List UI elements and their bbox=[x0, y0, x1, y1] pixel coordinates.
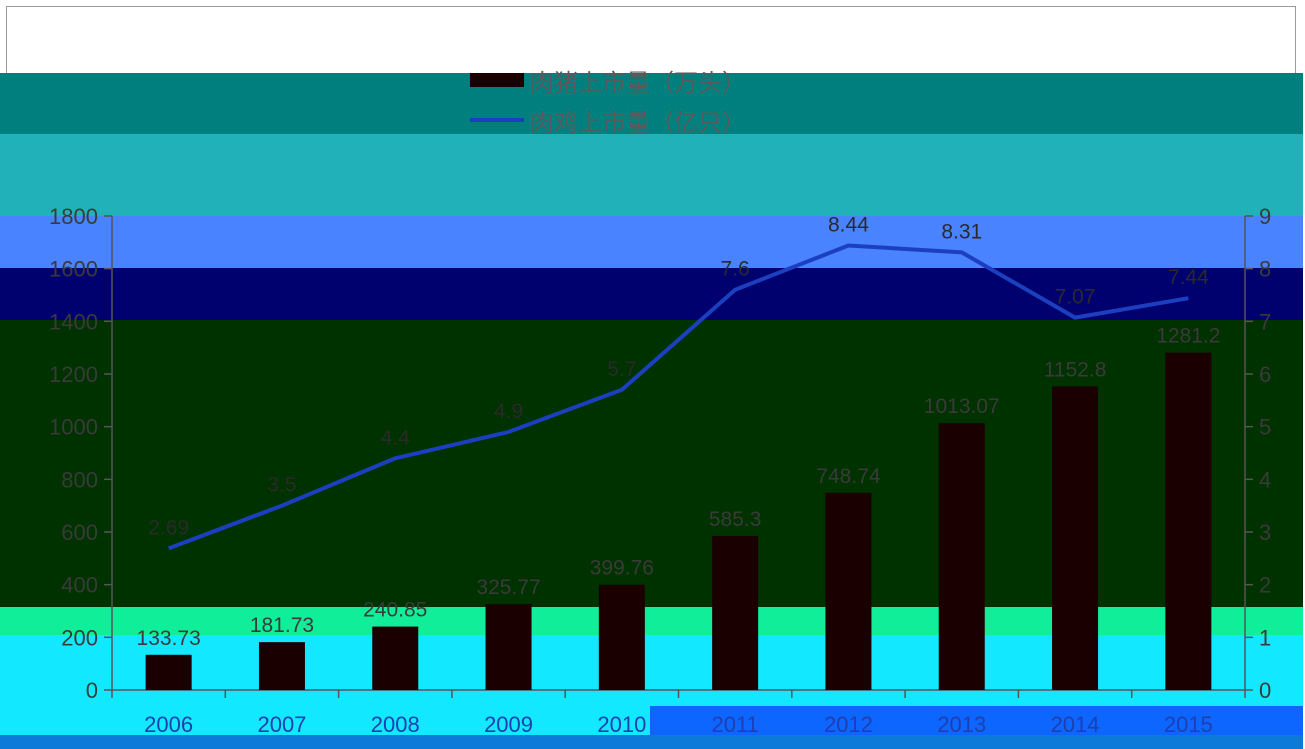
background-band bbox=[0, 735, 1303, 749]
x-tick-label: 2006 bbox=[144, 712, 193, 737]
bar-data-label: 748.74 bbox=[816, 465, 881, 488]
bar-data-label: 1152.8 bbox=[1044, 358, 1107, 381]
x-tick-label: 2012 bbox=[824, 712, 873, 737]
legend-item-pigs: 肉猪上市量（万头） bbox=[470, 60, 746, 100]
bar bbox=[372, 626, 419, 690]
y-left-tick-label: 1800 bbox=[49, 204, 98, 229]
y-left-tick-label: 1400 bbox=[49, 309, 98, 334]
bar-data-label: 585.3 bbox=[709, 508, 762, 531]
x-tick-label: 2011 bbox=[711, 712, 758, 737]
x-tick-label: 2013 bbox=[937, 712, 986, 737]
x-tick-label: 2009 bbox=[484, 712, 533, 737]
bar bbox=[485, 604, 532, 690]
y-right-tick-label: 0 bbox=[1259, 678, 1271, 703]
y-left-tick-label: 0 bbox=[86, 678, 98, 703]
bar-data-label: 133.73 bbox=[137, 627, 201, 650]
line-data-label: 8.44 bbox=[828, 213, 869, 236]
legend-swatch-line bbox=[470, 118, 524, 122]
line-data-label: 7.44 bbox=[1168, 266, 1209, 289]
line-data-label: 7.07 bbox=[1055, 286, 1096, 309]
bar bbox=[145, 654, 192, 690]
y-right-tick-label: 8 bbox=[1259, 257, 1271, 282]
bar-data-label: 325.77 bbox=[476, 576, 540, 599]
bar-data-label: 399.76 bbox=[590, 557, 654, 580]
y-right-tick-label: 1 bbox=[1259, 625, 1271, 650]
line-series bbox=[167, 243, 1189, 551]
legend-label-chickens: 肉鸡上市量（亿只） bbox=[530, 109, 746, 137]
legend-swatch-bar bbox=[470, 73, 524, 87]
y-left-tick-label: 800 bbox=[61, 467, 98, 492]
y-left-tick-label: 600 bbox=[61, 520, 98, 545]
line-data-label: 3.5 bbox=[267, 474, 296, 497]
y-right-tick-label: 6 bbox=[1259, 362, 1271, 387]
x-tick-label: 2010 bbox=[597, 712, 646, 737]
bar-data-label: 240.85 bbox=[363, 599, 427, 622]
background-band bbox=[0, 73, 1303, 134]
bar bbox=[1052, 386, 1099, 690]
y-left-tick-label: 200 bbox=[61, 625, 98, 650]
bar bbox=[938, 423, 985, 690]
legend: 肉猪上市量（万头） 肉鸡上市量（亿只） bbox=[470, 60, 746, 140]
y-right-tick-label: 7 bbox=[1259, 309, 1271, 334]
line-data-label: 5.7 bbox=[607, 358, 636, 381]
x-tick-label: 2014 bbox=[1051, 712, 1100, 737]
y-left-tick-label: 1200 bbox=[49, 362, 98, 387]
bar bbox=[712, 535, 759, 690]
y-left-tick-label: 400 bbox=[61, 573, 98, 598]
y-left-tick-label: 1600 bbox=[49, 257, 98, 282]
bar bbox=[825, 492, 872, 690]
bar bbox=[598, 584, 645, 690]
bar-data-label: 181.73 bbox=[250, 614, 314, 637]
y-right-tick-label: 9 bbox=[1259, 204, 1271, 229]
line-data-label: 2.69 bbox=[148, 516, 189, 539]
x-tick-label: 2015 bbox=[1164, 712, 1213, 737]
bar-data-label: 1013.07 bbox=[924, 395, 1000, 418]
x-tick-label: 2008 bbox=[371, 712, 420, 737]
line-data-label: 4.9 bbox=[494, 400, 523, 423]
bar bbox=[258, 642, 305, 690]
legend-item-chickens: 肉鸡上市量（亿只） bbox=[470, 100, 746, 140]
line-data-label: 8.31 bbox=[941, 220, 982, 243]
y-right-tick-label: 4 bbox=[1259, 467, 1271, 492]
legend-label-pigs: 肉猪上市量（万头） bbox=[530, 69, 746, 97]
x-tick-label: 2007 bbox=[257, 712, 306, 737]
background-band bbox=[0, 216, 1303, 268]
line-data-label: 4.4 bbox=[381, 426, 411, 449]
y-right-tick-label: 3 bbox=[1259, 520, 1271, 545]
bar bbox=[1165, 352, 1212, 690]
background-band bbox=[0, 268, 1303, 320]
y-right-tick-label: 5 bbox=[1259, 415, 1271, 440]
line-data-label: 7.6 bbox=[721, 258, 750, 281]
background-band bbox=[0, 134, 1303, 216]
bar-data-label: 1281.2 bbox=[1156, 325, 1220, 348]
y-left-tick-label: 1000 bbox=[49, 415, 98, 440]
y-right-tick-label: 2 bbox=[1259, 573, 1271, 598]
